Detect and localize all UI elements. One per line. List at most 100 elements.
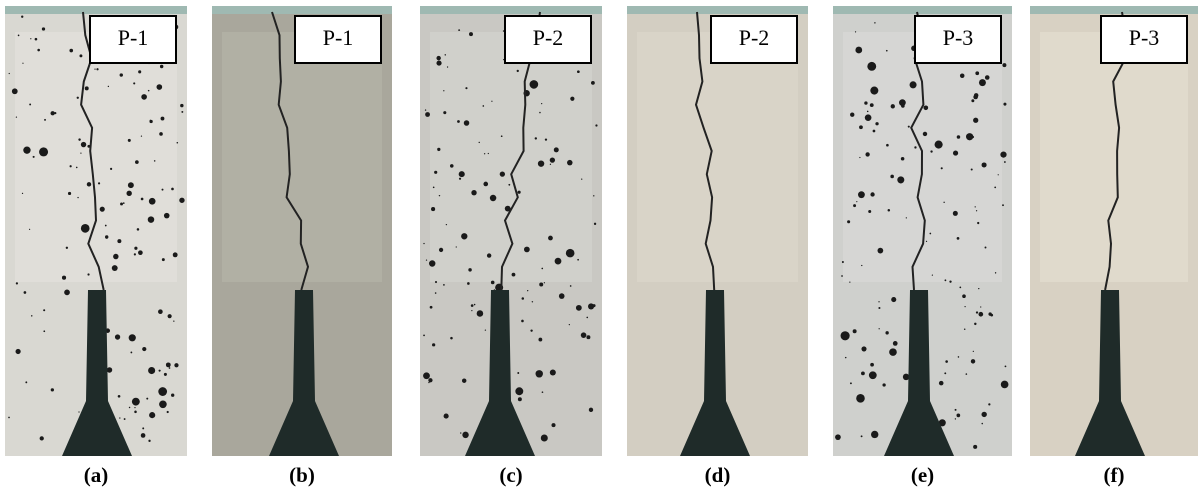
- pore: [128, 182, 134, 188]
- pore: [971, 99, 974, 102]
- pore: [464, 120, 469, 125]
- pore: [179, 198, 184, 203]
- pore: [461, 233, 467, 239]
- pore: [530, 80, 539, 89]
- pore: [43, 330, 45, 332]
- pore: [877, 248, 883, 254]
- pore: [903, 374, 909, 380]
- pore: [541, 268, 543, 270]
- panel-caption: (a): [84, 463, 109, 487]
- pore: [491, 281, 495, 285]
- pore: [162, 189, 164, 191]
- pore: [865, 114, 872, 121]
- pore: [515, 387, 523, 395]
- pore: [888, 209, 891, 212]
- pore: [985, 247, 987, 249]
- pore: [956, 414, 960, 418]
- pore: [443, 111, 446, 114]
- pore: [1002, 204, 1004, 206]
- panel-label: P-1: [323, 25, 354, 50]
- pore: [471, 304, 474, 307]
- pore: [39, 147, 48, 156]
- pore: [945, 279, 947, 281]
- pore: [550, 369, 556, 375]
- figure: P-1(a)P-1(b)P-2(c)P-2(d)P-3(e)P-3(f): [0, 0, 1201, 492]
- pore: [477, 310, 484, 317]
- pore: [435, 281, 437, 283]
- pore: [551, 423, 555, 427]
- pore: [885, 331, 888, 334]
- pore: [436, 56, 440, 60]
- pore: [159, 132, 163, 136]
- pore: [174, 363, 178, 367]
- pore: [80, 153, 81, 154]
- pore: [955, 409, 957, 411]
- pore: [132, 398, 140, 406]
- specimen-top-edge: [627, 6, 808, 14]
- pore: [542, 391, 544, 393]
- pore: [458, 29, 460, 31]
- pore: [855, 47, 862, 54]
- pore: [518, 191, 521, 194]
- pore: [508, 184, 510, 186]
- pore: [141, 198, 144, 201]
- pore: [138, 70, 141, 73]
- pore: [930, 150, 932, 152]
- pore: [980, 306, 981, 307]
- pore: [865, 152, 869, 156]
- pore: [78, 411, 79, 412]
- pore: [443, 284, 445, 286]
- pore: [960, 73, 965, 78]
- pore: [874, 22, 875, 23]
- panel-label: P-2: [739, 25, 770, 50]
- pore: [957, 135, 961, 139]
- pore: [471, 190, 476, 195]
- pore: [536, 370, 543, 377]
- pore: [861, 265, 862, 266]
- pore: [462, 379, 466, 383]
- pore: [87, 273, 89, 275]
- pore: [110, 168, 112, 170]
- pore: [841, 275, 843, 277]
- pore: [910, 81, 917, 88]
- specimen-highlight: [15, 32, 177, 282]
- pore: [882, 383, 885, 386]
- pore: [971, 359, 975, 363]
- pore: [445, 54, 446, 55]
- pore: [586, 335, 590, 339]
- pore: [78, 138, 80, 140]
- pore: [115, 334, 120, 339]
- pore: [134, 411, 137, 414]
- pore: [966, 373, 968, 375]
- pore: [120, 203, 123, 206]
- pore: [548, 236, 553, 241]
- pore: [24, 291, 27, 294]
- pore: [465, 87, 467, 89]
- pore: [914, 146, 916, 148]
- pore: [959, 286, 961, 288]
- pore: [867, 111, 869, 113]
- pore: [949, 281, 951, 283]
- pore: [468, 268, 471, 271]
- specimen-top-edge: [1030, 6, 1198, 14]
- pore: [864, 101, 867, 104]
- pore: [76, 167, 78, 169]
- pore: [459, 171, 465, 177]
- pore: [423, 334, 425, 336]
- pore: [521, 320, 524, 323]
- pore: [988, 312, 991, 315]
- pore: [577, 70, 580, 73]
- pore: [23, 146, 30, 153]
- pore: [467, 282, 470, 285]
- pore: [62, 276, 66, 280]
- pore: [148, 440, 150, 442]
- pore: [425, 109, 426, 110]
- pore: [517, 70, 519, 72]
- pore: [581, 332, 587, 338]
- pore: [488, 153, 489, 154]
- pore: [450, 164, 454, 168]
- pore: [22, 193, 23, 194]
- pore: [487, 253, 491, 257]
- pore: [861, 435, 863, 437]
- pore: [971, 168, 973, 170]
